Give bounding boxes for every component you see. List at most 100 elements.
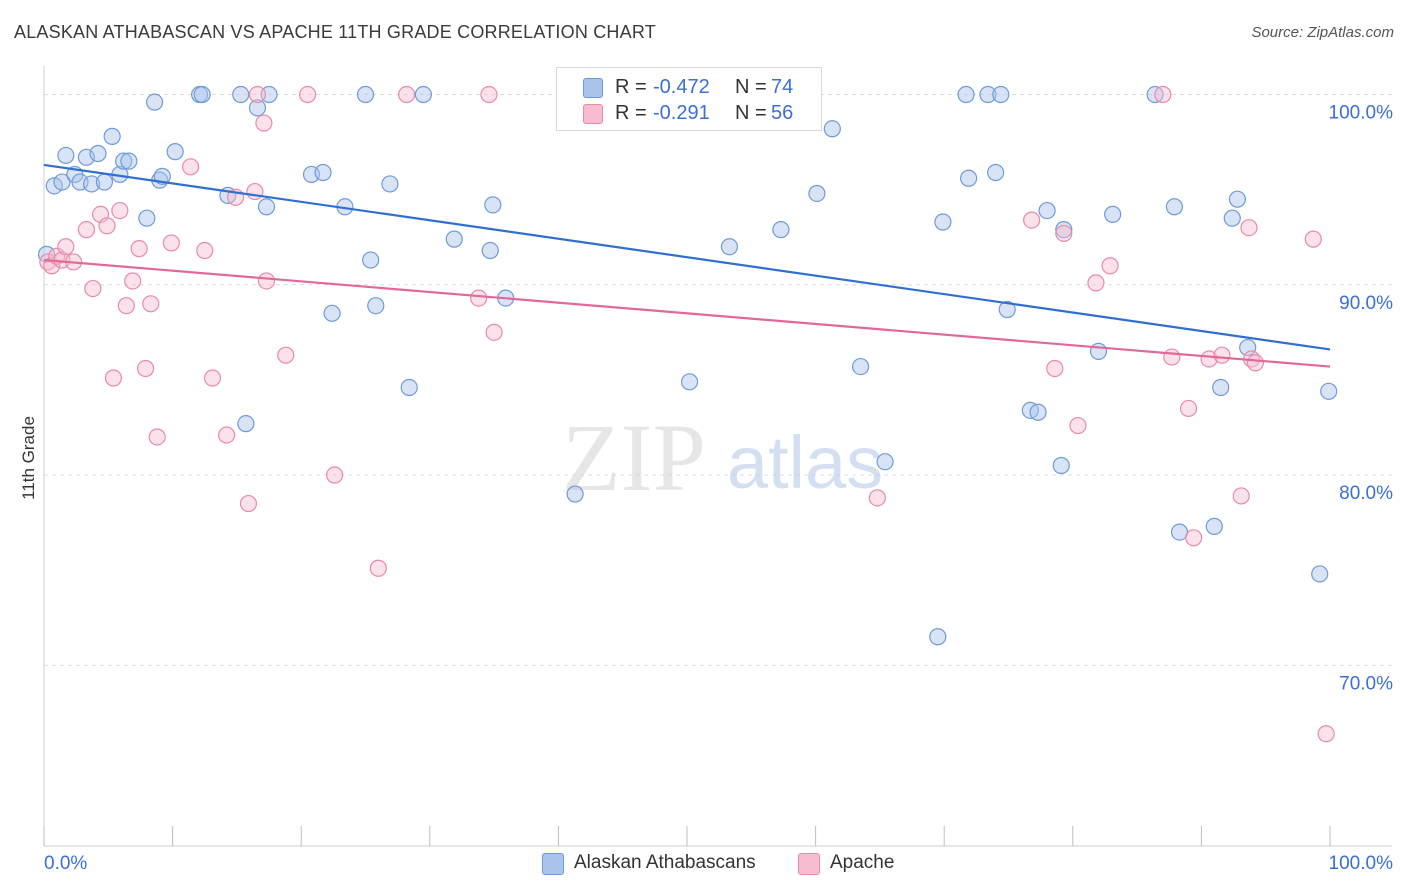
point-apache (485, 323, 503, 341)
point-athabascan (484, 196, 502, 214)
x-tick-label: 0.0% (44, 853, 87, 874)
point-apache (257, 272, 276, 290)
point-apache (248, 85, 267, 104)
bottom-legend-label: Apache (830, 852, 895, 873)
legend-swatch-pink (583, 104, 603, 124)
legend-r-value: -0.291 (653, 102, 710, 124)
point-athabascan (381, 175, 399, 193)
point-athabascan (356, 85, 375, 104)
point-athabascan (960, 169, 978, 187)
point-apache (1101, 257, 1119, 275)
y-tick-label: 90.0% (1339, 293, 1393, 314)
point-athabascan (89, 144, 107, 163)
point-athabascan (929, 628, 947, 646)
point-athabascan (120, 152, 138, 170)
point-apache (196, 241, 214, 260)
chart-title: ALASKAN ATHABASCAN VS APACHE 11TH GRADE … (14, 22, 656, 42)
source-label: Source: ZipAtlas.com (1251, 24, 1394, 41)
point-athabascan (138, 209, 156, 227)
point-apache (398, 85, 416, 104)
legend-n-value: 74 (771, 76, 794, 98)
legend-r-label: R = (615, 76, 647, 98)
point-athabascan (115, 152, 133, 170)
point-apache (130, 240, 148, 258)
axis-layer (43, 66, 1392, 847)
legend-r-label: R = (615, 102, 647, 124)
point-athabascan (53, 173, 71, 191)
point-athabascan (1029, 403, 1047, 421)
point-apache (299, 85, 317, 104)
point-athabascan (103, 127, 121, 145)
correlation-legend: R = -0.472 N = 74 R = -0.291 N = 56 (556, 67, 822, 131)
point-athabascan (481, 241, 499, 260)
point-athabascan (979, 85, 997, 104)
point-apache (57, 238, 75, 256)
y-tick-label: 100.0% (1329, 103, 1394, 124)
point-apache (255, 114, 273, 132)
point-athabascan (1052, 456, 1070, 475)
trend-layer (43, 163, 1331, 368)
point-athabascan (992, 85, 1010, 104)
point-athabascan (314, 163, 332, 182)
point-apache (136, 359, 155, 378)
point-athabascan (323, 304, 341, 322)
point-athabascan (82, 175, 101, 193)
legend-n-value: 56 (771, 102, 794, 124)
point-apache (182, 158, 200, 176)
point-apache (162, 234, 180, 252)
point-athabascan (45, 177, 63, 195)
point-apache (1185, 529, 1203, 547)
point-athabascan (680, 373, 699, 391)
point-apache (1213, 346, 1231, 364)
point-apache (246, 182, 264, 201)
point-athabascan (166, 143, 184, 161)
point-apache (239, 494, 258, 513)
point-apache (1023, 211, 1041, 229)
point-athabascan (1165, 198, 1183, 216)
point-apache (1317, 725, 1335, 743)
point-athabascan (566, 485, 584, 503)
point-athabascan (367, 297, 385, 315)
bottom-legend-label: Alaskan Athabascans (574, 852, 756, 873)
tick-label-layer: 100.0% 90.0% 80.0% 70.0% 0.0% 100.0% (44, 103, 1393, 874)
point-apache (1179, 399, 1198, 418)
point-athabascan (772, 221, 790, 239)
point-apache (1240, 219, 1258, 237)
point-apache (1163, 348, 1181, 366)
watermark-zip: ZIP (562, 404, 706, 511)
point-apache (104, 369, 123, 387)
point-athabascan (248, 99, 267, 117)
grid-layer (44, 94, 1392, 666)
x-tick-label: 100.0% (1329, 853, 1394, 874)
point-athabascan (400, 378, 418, 397)
point-apache (142, 295, 160, 313)
point-athabascan (1212, 378, 1230, 397)
point-apache (117, 297, 135, 315)
point-athabascan (1104, 205, 1122, 223)
y-tick-label: 80.0% (1339, 483, 1393, 504)
point-athabascan (808, 184, 826, 203)
point-athabascan (57, 146, 75, 165)
point-athabascan (957, 85, 975, 104)
point-athabascan (362, 251, 380, 269)
point-athabascan (1311, 565, 1329, 583)
point-athabascan (1228, 190, 1247, 208)
point-apache (111, 201, 129, 220)
point-athabascan (823, 120, 841, 138)
point-apache (203, 369, 222, 387)
point-athabascan (987, 163, 1005, 182)
points-layer (37, 85, 1338, 743)
watermark: ZIP atlas (562, 404, 883, 511)
legend-n-label: N = (735, 102, 767, 124)
point-athabascan (445, 230, 463, 248)
legend-r-value: -0.472 (653, 76, 710, 98)
point-apache (1246, 354, 1265, 372)
point-athabascan (1089, 342, 1108, 360)
legend-n-label: N = (735, 76, 767, 98)
trend-line-athabascan (43, 163, 1331, 351)
point-athabascan (95, 173, 114, 191)
point-athabascan (1205, 517, 1223, 535)
point-apache (218, 426, 236, 444)
y-axis-label: 11th Grade (19, 416, 38, 500)
bottom-legend-swatch-blue (542, 853, 564, 875)
